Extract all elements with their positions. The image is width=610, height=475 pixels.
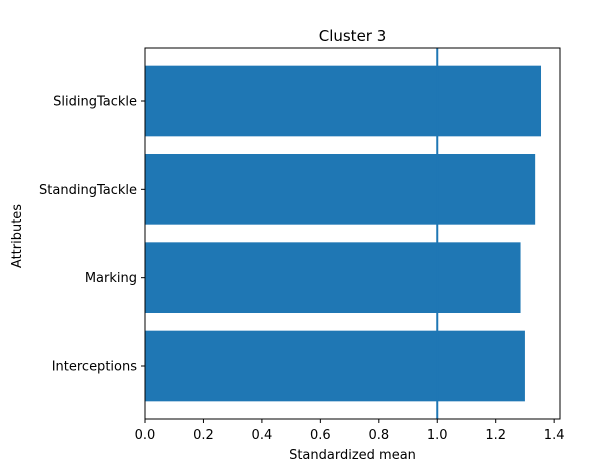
- bar-slidingtackle: [145, 65, 542, 137]
- x-tick-label: 0.2: [193, 428, 214, 443]
- y-axis-label: Attributes: [10, 204, 25, 268]
- chart-title: Cluster 3: [319, 27, 387, 45]
- x-tick-label: 0.4: [252, 428, 273, 443]
- bar-standingtackle: [145, 154, 536, 225]
- x-tick-label: 0.0: [135, 428, 156, 443]
- x-tick-label: 1.0: [427, 428, 448, 443]
- bar-marking: [145, 242, 521, 313]
- x-tick-label: 0.8: [368, 428, 389, 443]
- y-axis: SlidingTackle StandingTackle Marking Interc…: [39, 95, 145, 375]
- y-tick-label: Marking: [85, 271, 137, 286]
- y-tick-label: StandingTackle: [39, 183, 137, 198]
- x-tick-label: 1.2: [485, 428, 506, 443]
- y-tick-label: Interceptions: [52, 360, 138, 375]
- x-axis-label: Standardized mean: [289, 448, 416, 463]
- x-axis: 0.0 0.2 0.4 0.6 0.8 1.0 1.2 1.4: [135, 419, 565, 443]
- bars-group: [145, 65, 542, 402]
- bar-interceptions: [145, 330, 525, 402]
- x-tick-label: 1.4: [544, 428, 565, 443]
- y-tick-label: SlidingTackle: [53, 95, 137, 110]
- x-tick-label: 0.6: [310, 428, 331, 443]
- plot-frame: [144, 47, 561, 420]
